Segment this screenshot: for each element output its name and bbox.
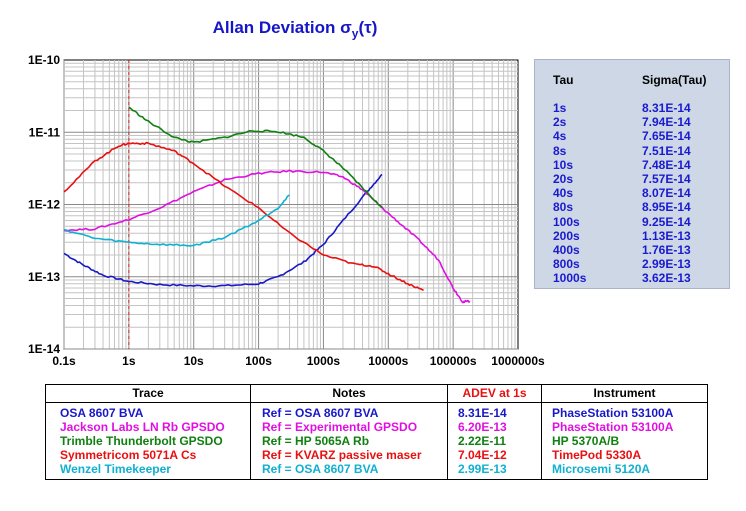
legend-notes-cell: Ref = HP 5065A Rb bbox=[262, 434, 370, 448]
sigma-value: 7.48E-14 bbox=[642, 157, 691, 172]
tau-value: 10s bbox=[553, 157, 574, 172]
tau-value: 4s bbox=[553, 129, 567, 144]
legend-adev-cell: 7.04E-12 bbox=[458, 448, 507, 462]
series-line bbox=[128, 106, 383, 209]
series-line bbox=[63, 141, 424, 292]
legend-adev-cell: 6.20E-13 bbox=[458, 420, 507, 434]
tau-table-row: 10s 7.48E-14 bbox=[535, 158, 729, 172]
sigma-value: 1.13E-13 bbox=[642, 228, 691, 243]
tau-value: 1000s bbox=[553, 271, 587, 286]
x-tick-label: 0.1s bbox=[52, 354, 76, 368]
sigma-value: 2.99E-13 bbox=[642, 257, 691, 272]
tau-sigma-table: Tau Sigma(Tau) 1s 8.31E-14 2s 7.94E-14 4s 7.6… bbox=[534, 59, 730, 289]
legend-header-instrument: Instrument bbox=[593, 386, 656, 400]
tau-table-row: 20s 7.57E-14 bbox=[535, 172, 729, 186]
legend-notes-cell: Ref = KVARZ passive maser bbox=[262, 448, 422, 462]
tau-value: 100s bbox=[553, 214, 580, 229]
sigma-value: 3.62E-13 bbox=[642, 271, 691, 286]
x-tick-label: 1000000s bbox=[491, 354, 545, 368]
sigma-value: 8.95E-14 bbox=[642, 200, 691, 215]
tau-table-row: 40s 8.07E-14 bbox=[535, 186, 729, 200]
legend-adev-cell: 8.31E-14 bbox=[458, 406, 507, 420]
x-tick-label: 100s bbox=[245, 354, 272, 368]
legend-header-trace: Trace bbox=[132, 386, 164, 400]
sigma-value: 7.65E-14 bbox=[642, 129, 691, 144]
tau-value: 200s bbox=[553, 228, 580, 243]
sigma-value: 7.94E-14 bbox=[642, 115, 691, 130]
tau-value: 1s bbox=[553, 101, 567, 115]
tau-table-row: 400s 1.76E-13 bbox=[535, 243, 729, 257]
y-tick-label: 1E-13 bbox=[28, 270, 60, 284]
legend-instrument-cell: HP 5370A/B bbox=[552, 434, 620, 448]
tau-table-row: 2s 7.94E-14 bbox=[535, 115, 729, 129]
x-tick-label: 10000s bbox=[368, 354, 408, 368]
tau-value: 80s bbox=[553, 200, 574, 215]
tau-table-row: 4s 7.65E-14 bbox=[535, 129, 729, 143]
legend-instrument-cell: TimePod 5330A bbox=[552, 448, 642, 462]
series-line bbox=[63, 169, 471, 304]
tau-value: 800s bbox=[553, 257, 580, 272]
tau-value: 8s bbox=[553, 143, 567, 158]
tau-value: 40s bbox=[553, 186, 574, 201]
legend-trace-cell: Jackson Labs LN Rb GPSDO bbox=[60, 420, 225, 434]
x-tick-label: 1000s bbox=[307, 354, 341, 368]
tau-table-row: 80s 8.95E-14 bbox=[535, 200, 729, 214]
legend-instrument-cell: PhaseStation 53100A bbox=[552, 420, 674, 434]
sigma-value: 8.07E-14 bbox=[642, 186, 691, 201]
legend-notes-cell: Ref = OSA 8607 BVA bbox=[262, 462, 379, 476]
legend-header-notes: Notes bbox=[332, 386, 366, 400]
tau-value: 20s bbox=[553, 172, 574, 186]
legend-notes-cell: Ref = Experimental GPSDO bbox=[262, 420, 418, 434]
legend-trace-cell: Symmetricom 5071A Cs bbox=[60, 448, 197, 462]
tau-header: Tau bbox=[553, 73, 574, 87]
x-tick-label: 100000s bbox=[430, 354, 477, 368]
legend-trace-cell: Trimble Thunderbolt GPSDO bbox=[60, 434, 223, 448]
tau-table-row: 1000s 3.62E-13 bbox=[535, 271, 729, 285]
legend-instrument-cell: PhaseStation 53100A bbox=[552, 406, 674, 420]
y-tick-label: 1E-12 bbox=[28, 198, 60, 212]
chart-title-subscript: y bbox=[351, 26, 359, 41]
tau-table-row: 800s 2.99E-13 bbox=[535, 257, 729, 271]
legend-divider bbox=[250, 385, 251, 479]
legend-trace-cell: OSA 8607 BVA bbox=[60, 406, 144, 420]
legend-divider bbox=[447, 385, 448, 479]
legend-adev-cell: 2.99E-13 bbox=[458, 462, 507, 476]
sigma-header: Sigma(Tau) bbox=[642, 73, 707, 87]
tau-value: 2s bbox=[553, 115, 567, 130]
y-tick-label: 1E-14 bbox=[28, 342, 60, 356]
tau-value: 400s bbox=[553, 243, 580, 257]
x-tick-label: 10s bbox=[184, 354, 204, 368]
sigma-value: 1.76E-13 bbox=[642, 243, 691, 257]
chart-title: Allan Deviation σy(τ) bbox=[0, 18, 590, 40]
chart-title-main: Allan Deviation σ bbox=[212, 18, 352, 37]
trace-legend-table: Trace Notes ADEV at 1s Instrument OSA 86… bbox=[45, 384, 708, 480]
legend-instrument-cell: Microsemi 5120A bbox=[552, 462, 651, 476]
sigma-value: 9.25E-14 bbox=[642, 214, 691, 229]
legend-divider bbox=[541, 385, 542, 479]
legend-header-adev: ADEV at 1s bbox=[462, 386, 527, 400]
legend-trace-cell: Wenzel Timekeeper bbox=[60, 462, 171, 476]
series-line bbox=[63, 194, 290, 247]
tau-table-row: 200s 1.13E-13 bbox=[535, 229, 729, 243]
y-tick-label: 1E-11 bbox=[29, 125, 61, 139]
legend-notes-cell: Ref = OSA 8607 BVA bbox=[262, 406, 379, 420]
x-tick-label: 1s bbox=[122, 354, 136, 368]
tau-table-row: 100s 9.25E-14 bbox=[535, 215, 729, 229]
sigma-value: 7.51E-14 bbox=[642, 143, 691, 158]
chart-title-tail: (τ) bbox=[358, 18, 378, 37]
y-tick-label: 1E-10 bbox=[28, 53, 60, 67]
sigma-value: 8.31E-14 bbox=[642, 101, 691, 115]
tau-table-row: 1s 8.31E-14 bbox=[535, 101, 729, 115]
legend-adev-cell: 2.22E-11 bbox=[458, 434, 507, 448]
legend-header-row: Trace Notes ADEV at 1s Instrument bbox=[46, 385, 707, 403]
allan-deviation-plot: 0.1s 1s 10s 100s 1000s 10000s 100000s 1000000s 1… bbox=[28, 53, 545, 368]
tau-table-row: 8s 7.51E-14 bbox=[535, 144, 729, 158]
series-line bbox=[63, 173, 383, 288]
sigma-value: 7.57E-14 bbox=[642, 172, 691, 186]
